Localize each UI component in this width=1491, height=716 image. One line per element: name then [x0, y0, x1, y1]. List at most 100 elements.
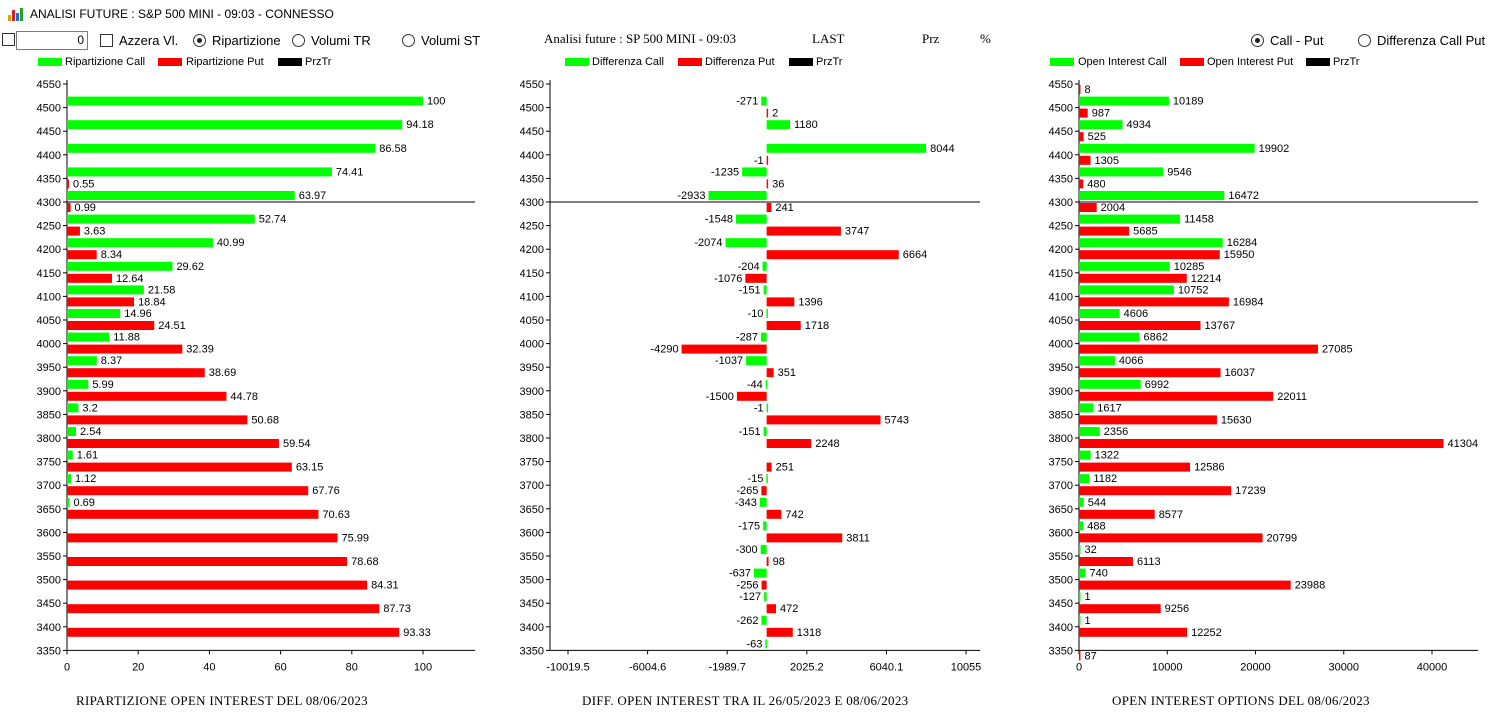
legend-put-swatch [158, 58, 182, 66]
put-value-label: 987 [1092, 108, 1110, 120]
header-pct: % [980, 31, 991, 46]
legend-diff-put-swatch [678, 58, 702, 66]
put-bar [1079, 391, 1274, 401]
y-tick-label: 4200 [1049, 244, 1073, 256]
y-tick-label: 3600 [1049, 527, 1073, 539]
y-tick-label: 4150 [1049, 268, 1073, 280]
legend-oi-put-label: Open Interest Put [1207, 56, 1294, 68]
put-bar [681, 344, 767, 354]
call-value-label: 86.58 [379, 143, 407, 155]
call-bar [67, 403, 79, 413]
y-tick-label: 3850 [520, 409, 544, 421]
put-value-label: 70.63 [322, 509, 350, 521]
call-value-label: 1 [1085, 615, 1091, 627]
call-bar [1079, 615, 1081, 625]
diff-call-put-label[interactable]: Differenza Call Put [1377, 33, 1486, 48]
put-bar [67, 321, 155, 330]
put-bar [761, 486, 767, 496]
put-value-label: 87.73 [383, 603, 411, 615]
call-value-label: -63 [746, 638, 762, 650]
call-bar [67, 214, 255, 224]
put-bar [736, 391, 767, 401]
put-value-label: 67.76 [312, 485, 340, 497]
y-tick-label: 4300 [520, 197, 544, 209]
azzera-checkbox[interactable] [100, 34, 113, 47]
diff-call-put-radio[interactable] [1358, 34, 1371, 47]
call-value-label: 4934 [1127, 119, 1151, 131]
volumi-tr-radio[interactable] [292, 34, 305, 47]
legend-call-swatch [38, 58, 62, 66]
put-value-label: 27085 [1322, 344, 1353, 356]
legend-diff-przTr-label: PrzTr [816, 56, 843, 68]
call-bar [1079, 261, 1170, 271]
call-value-label: 488 [1087, 520, 1105, 532]
put-bar [1079, 415, 1217, 425]
call-bar [1079, 120, 1123, 130]
call-bar [766, 120, 791, 130]
put-value-label: 12214 [1191, 273, 1222, 285]
y-tick-label: 4550 [37, 79, 61, 91]
y-tick-label: 4050 [37, 315, 61, 327]
y-tick-label: 3550 [1049, 551, 1073, 563]
legend-put-label: Ripartizione Put [186, 56, 264, 68]
call-value-label: 2356 [1104, 426, 1128, 438]
put-bar [67, 179, 69, 189]
call-put-label[interactable]: Call - Put [1270, 33, 1324, 48]
y-tick-label: 3500 [520, 575, 544, 587]
legend-oi-przTr-label: PrzTr [1333, 56, 1360, 68]
call-bar [761, 96, 767, 106]
y-tick-label: 3700 [37, 480, 61, 492]
volumi-st-label[interactable]: Volumi ST [421, 33, 481, 48]
call-put-radio[interactable] [1251, 34, 1264, 47]
call-value-label: 63.97 [299, 190, 327, 202]
put-value-label: 12.64 [116, 273, 144, 285]
call-value-label: -271 [736, 96, 758, 108]
volumi-tr-label[interactable]: Volumi TR [311, 33, 371, 48]
put-value-label: 63.15 [296, 462, 324, 474]
put-value-label: 24.51 [158, 320, 186, 332]
put-value-label: -1500 [706, 391, 734, 403]
call-value-label: -1 [754, 402, 764, 414]
call-value-label: 8044 [930, 143, 954, 155]
call-value-label: 1.61 [77, 450, 98, 462]
call-value-label: 100 [427, 96, 445, 108]
ripartizione-radio[interactable] [193, 34, 206, 47]
azzera-label[interactable]: Azzera Vl. [119, 33, 179, 48]
put-value-label: 1318 [797, 627, 821, 639]
call-bar [760, 545, 767, 554]
select-checkbox[interactable] [2, 33, 15, 46]
put-value-label: 8577 [1159, 509, 1183, 521]
put-bar [1079, 486, 1232, 496]
differenza-chart: 4550 4500 4450 4400 4350 4300 4250 4200 4150 4100… [520, 79, 981, 672]
value-input[interactable]: 0 [16, 31, 88, 50]
call-bar [67, 143, 376, 153]
ripartizione-label[interactable]: Ripartizione [212, 33, 281, 48]
put-bar [67, 368, 205, 378]
call-bar [1079, 545, 1081, 554]
put-value-label: 6113 [1137, 556, 1161, 568]
call-bar [766, 309, 768, 318]
put-bar [67, 604, 380, 614]
caption-differenza: DIFF. OPEN INTEREST TRA IL 26/05/2023 E … [582, 693, 909, 708]
put-value-label: 41304 [1448, 438, 1479, 450]
call-bar [742, 167, 767, 177]
call-bar [766, 403, 769, 413]
call-bar [67, 96, 423, 106]
put-value-label: 93.33 [403, 627, 431, 639]
put-bar [766, 203, 772, 212]
put-value-label: 13767 [1204, 320, 1235, 332]
y-tick-label: 4450 [37, 126, 61, 138]
put-value-label: 525 [1088, 131, 1106, 143]
put-bar [67, 391, 227, 401]
put-value-label: 0.55 [73, 178, 94, 190]
y-tick-label: 4250 [520, 221, 544, 233]
y-tick-label: 3400 [1049, 622, 1073, 634]
call-bar [67, 332, 110, 342]
put-bar [766, 439, 812, 448]
put-bar [745, 273, 767, 283]
call-value-label: -151 [739, 426, 761, 438]
volumi-st-radio[interactable] [402, 34, 415, 47]
x-tick-label: 0 [64, 661, 70, 672]
put-bar [67, 344, 183, 354]
call-value-label: 5.99 [92, 379, 113, 391]
